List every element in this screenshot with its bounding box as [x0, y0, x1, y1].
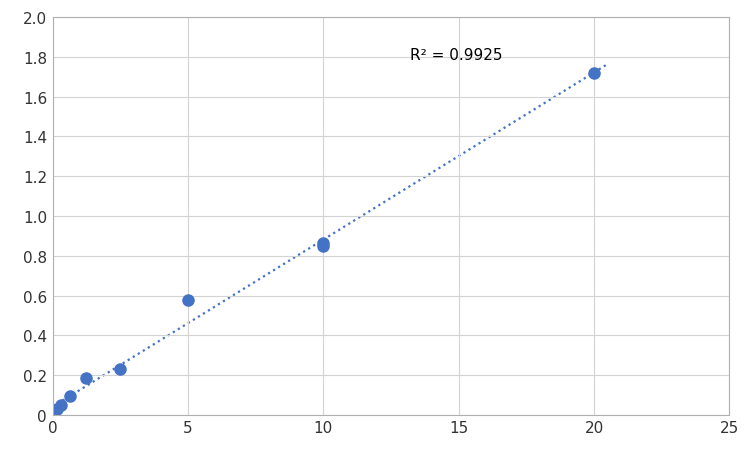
- Point: [80, 375, 92, 382]
- Point: [47, 411, 59, 418]
- Text: R² = 0.9925: R² = 0.9925: [410, 48, 502, 63]
- Point: [114, 366, 126, 373]
- Point: [55, 401, 67, 409]
- Point: [588, 70, 600, 77]
- Point: [63, 392, 75, 399]
- Point: [51, 406, 63, 413]
- Point: [317, 243, 329, 250]
- Point: [182, 297, 194, 304]
- Point: [317, 240, 329, 248]
